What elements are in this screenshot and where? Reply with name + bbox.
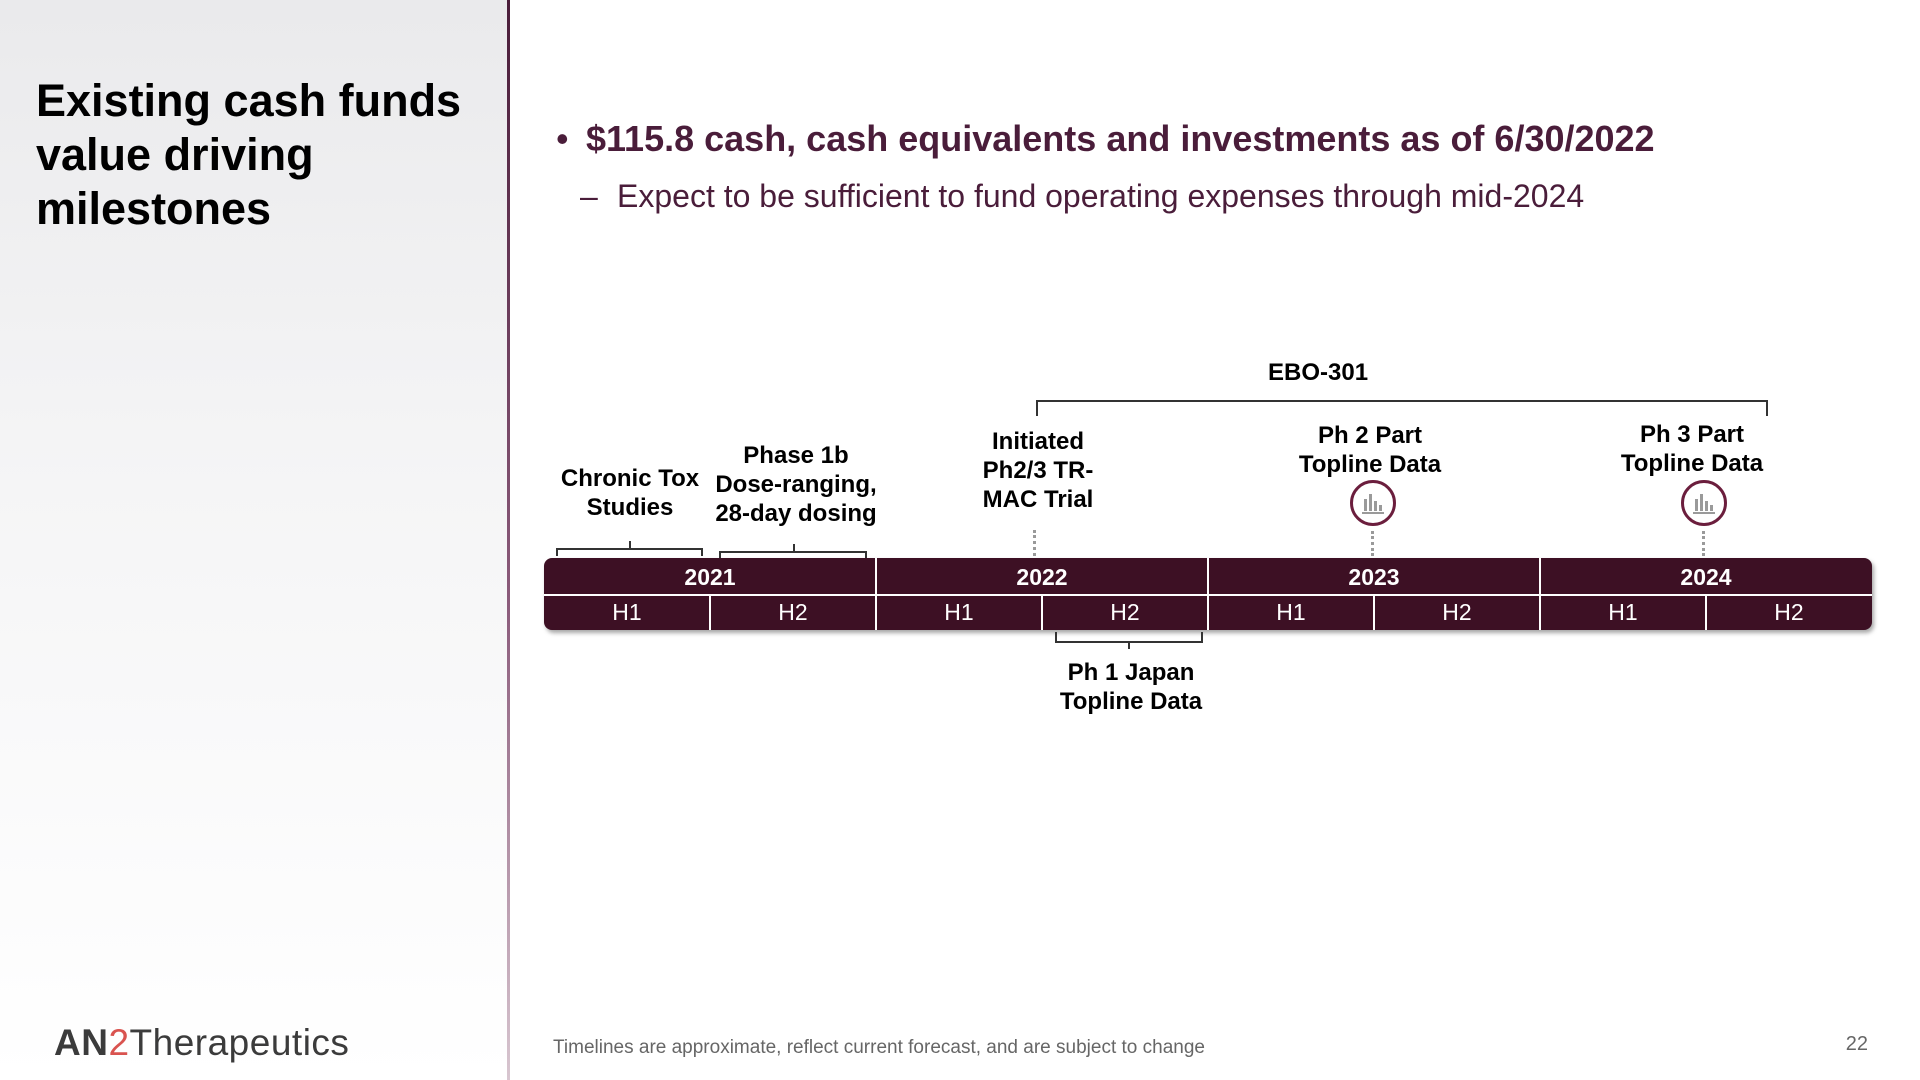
half-2023-h2: H2 xyxy=(1442,599,1472,625)
half-divider xyxy=(1373,595,1375,630)
page-number: 22 xyxy=(1845,1033,1868,1055)
year-2023: 2023 xyxy=(1348,564,1400,590)
bullet-marker: • xyxy=(556,118,569,159)
half-divider xyxy=(709,595,711,630)
program-bracket-left xyxy=(1036,400,1038,416)
program-label: EBO-301 xyxy=(1268,359,1369,386)
sub-bullet-text: Expect to be sufficient to fund operatin… xyxy=(617,178,1585,214)
half-2023-h1: H1 xyxy=(1276,599,1306,625)
half-2022-h1: H1 xyxy=(944,599,974,625)
bar-chart-icon xyxy=(1350,480,1396,526)
milestone-chronic-tox: Chronic Tox Studies xyxy=(560,465,700,521)
bar-chart-icon-graphic xyxy=(1362,494,1384,514)
milestone-initiated: Initiated Ph2/3 TR- MAC Trial xyxy=(982,428,1094,513)
year-2024: 2024 xyxy=(1680,564,1732,590)
vertical-divider xyxy=(507,0,510,1080)
half-divider xyxy=(1705,595,1707,630)
half-2021-h1: H1 xyxy=(612,599,642,625)
half-2021-h2: H2 xyxy=(778,599,808,625)
chronic-tox-bracket-left xyxy=(556,548,558,556)
phase1b-bracket xyxy=(719,551,867,553)
chronic-tox-bracket-right xyxy=(701,548,703,556)
slide-title: Existing cash funds value driving milest… xyxy=(36,75,462,234)
logo-an: AN xyxy=(54,1022,109,1063)
half-2022-h2: H2 xyxy=(1110,599,1140,625)
japan-bracket-tip xyxy=(1128,641,1130,649)
japan-bracket-left xyxy=(1055,632,1057,642)
year-2022: 2022 xyxy=(1016,564,1068,590)
half-2024-h2: H2 xyxy=(1774,599,1804,625)
program-bracket-right xyxy=(1766,400,1768,416)
phase1b-bracket-right xyxy=(865,551,867,559)
sub-bullet: – Expect to be sufficient to fund operati… xyxy=(580,178,1584,215)
bar-chart-icon xyxy=(1681,480,1727,526)
milestone-ph2-topline: Ph 2 Part Topline Data xyxy=(1298,422,1442,478)
sidebar-panel xyxy=(0,0,507,1080)
footnote: Timelines are approximate, reflect curre… xyxy=(553,1037,1205,1058)
company-logo: AN2Therapeutics xyxy=(54,1022,349,1064)
bullet-text: $115.8 cash, cash equivalents and invest… xyxy=(586,118,1655,159)
sub-bullet-marker: – xyxy=(580,178,598,214)
timeline-bar: 2021 2022 2023 2024 H1 H2 H1 H2 H1 H2 H1… xyxy=(544,558,1872,630)
bar-chart-icon-graphic xyxy=(1693,494,1715,514)
milestone-ph3-topline: Ph 3 Part Topline Data xyxy=(1620,421,1764,477)
ph2-connector xyxy=(1371,531,1374,556)
year-divider xyxy=(1207,558,1209,630)
year-divider xyxy=(875,558,877,630)
year-divider xyxy=(1539,558,1541,630)
ph3-connector xyxy=(1702,531,1705,556)
chronic-tox-bracket-tip xyxy=(629,541,631,549)
milestone-phase1b: Phase 1b Dose-ranging, 28-day dosing xyxy=(715,442,877,527)
program-bracket xyxy=(1036,400,1768,402)
main-bullet: • $115.8 cash, cash equivalents and inves… xyxy=(556,118,1655,160)
half-divider xyxy=(1041,595,1043,630)
year-2021: 2021 xyxy=(684,564,736,590)
initiated-connector xyxy=(1033,530,1036,556)
chronic-tox-bracket xyxy=(556,548,703,550)
phase1b-bracket-tip xyxy=(793,544,795,552)
logo-therapeutics: Therapeutics xyxy=(129,1022,350,1063)
japan-bracket-right xyxy=(1201,632,1203,642)
phase1b-bracket-left xyxy=(719,551,721,559)
half-2024-h1: H1 xyxy=(1608,599,1638,625)
logo-two: 2 xyxy=(108,1022,130,1063)
milestone-japan: Ph 1 Japan Topline Data xyxy=(1059,659,1203,715)
